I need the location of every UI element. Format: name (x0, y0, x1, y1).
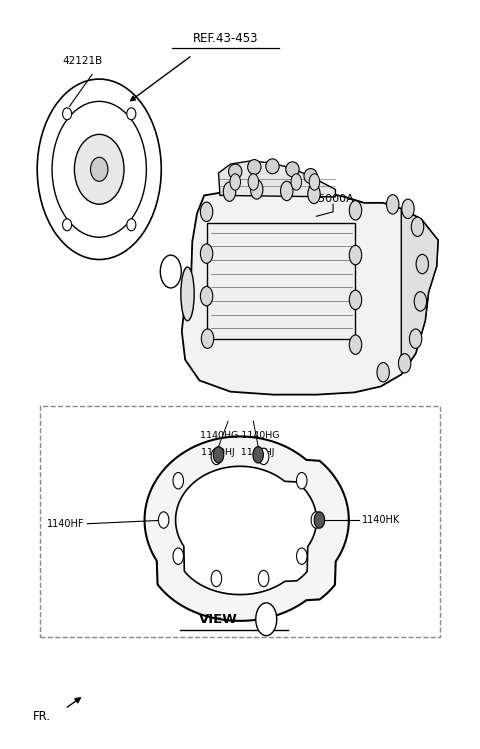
Ellipse shape (266, 159, 279, 174)
Circle shape (398, 354, 411, 373)
Circle shape (314, 512, 324, 528)
Circle shape (308, 184, 320, 204)
Text: 1140HJ  1140HJ: 1140HJ 1140HJ (201, 449, 275, 458)
Circle shape (411, 217, 424, 237)
Circle shape (251, 180, 263, 199)
Circle shape (213, 446, 224, 463)
Text: 45000A: 45000A (312, 194, 354, 204)
Circle shape (211, 448, 222, 464)
Circle shape (349, 290, 362, 309)
Text: FR.: FR. (33, 710, 50, 723)
Text: 1140HK: 1140HK (362, 515, 400, 525)
Text: 1140HG 1140HG: 1140HG 1140HG (200, 431, 280, 440)
Polygon shape (218, 161, 336, 197)
Text: REF.43-453: REF.43-453 (193, 32, 258, 45)
Text: 1140HF: 1140HF (48, 519, 85, 529)
Ellipse shape (304, 169, 317, 184)
Circle shape (248, 174, 259, 190)
Text: A: A (167, 267, 175, 276)
Circle shape (402, 199, 414, 219)
Ellipse shape (127, 219, 136, 231)
Circle shape (211, 570, 222, 586)
Circle shape (409, 329, 422, 348)
Circle shape (349, 246, 362, 265)
Circle shape (253, 446, 264, 463)
Ellipse shape (228, 164, 242, 179)
Circle shape (258, 448, 269, 464)
Circle shape (258, 570, 269, 586)
Circle shape (309, 174, 320, 190)
FancyArrowPatch shape (67, 698, 81, 707)
Circle shape (160, 255, 181, 288)
Ellipse shape (286, 162, 299, 177)
Circle shape (297, 548, 307, 565)
Circle shape (158, 512, 169, 528)
Circle shape (281, 181, 293, 201)
Circle shape (173, 548, 183, 565)
Polygon shape (176, 467, 316, 595)
Circle shape (173, 473, 183, 489)
Circle shape (414, 291, 427, 311)
Circle shape (377, 363, 389, 382)
Circle shape (349, 201, 362, 220)
Circle shape (311, 512, 322, 528)
Ellipse shape (62, 108, 72, 120)
Circle shape (223, 182, 236, 201)
Circle shape (200, 244, 213, 264)
Circle shape (201, 329, 214, 348)
FancyArrowPatch shape (186, 268, 207, 275)
Polygon shape (401, 209, 438, 367)
Circle shape (386, 195, 399, 214)
Ellipse shape (37, 79, 161, 259)
Circle shape (349, 335, 362, 354)
Ellipse shape (181, 267, 194, 321)
Circle shape (297, 473, 307, 489)
Ellipse shape (127, 108, 136, 120)
Ellipse shape (52, 101, 146, 237)
Polygon shape (144, 437, 349, 621)
Bar (206, 223, 355, 339)
Circle shape (256, 603, 277, 636)
Circle shape (200, 202, 213, 222)
Circle shape (230, 174, 240, 190)
Ellipse shape (91, 157, 108, 181)
Ellipse shape (62, 219, 72, 231)
Bar (39, 406, 441, 637)
Circle shape (291, 174, 301, 190)
Circle shape (416, 255, 429, 274)
Ellipse shape (74, 134, 124, 204)
Polygon shape (182, 188, 438, 395)
Text: VIEW: VIEW (199, 613, 238, 625)
Circle shape (200, 286, 213, 306)
Ellipse shape (248, 160, 261, 175)
Text: A: A (263, 614, 270, 624)
Text: 42121B: 42121B (62, 56, 103, 66)
